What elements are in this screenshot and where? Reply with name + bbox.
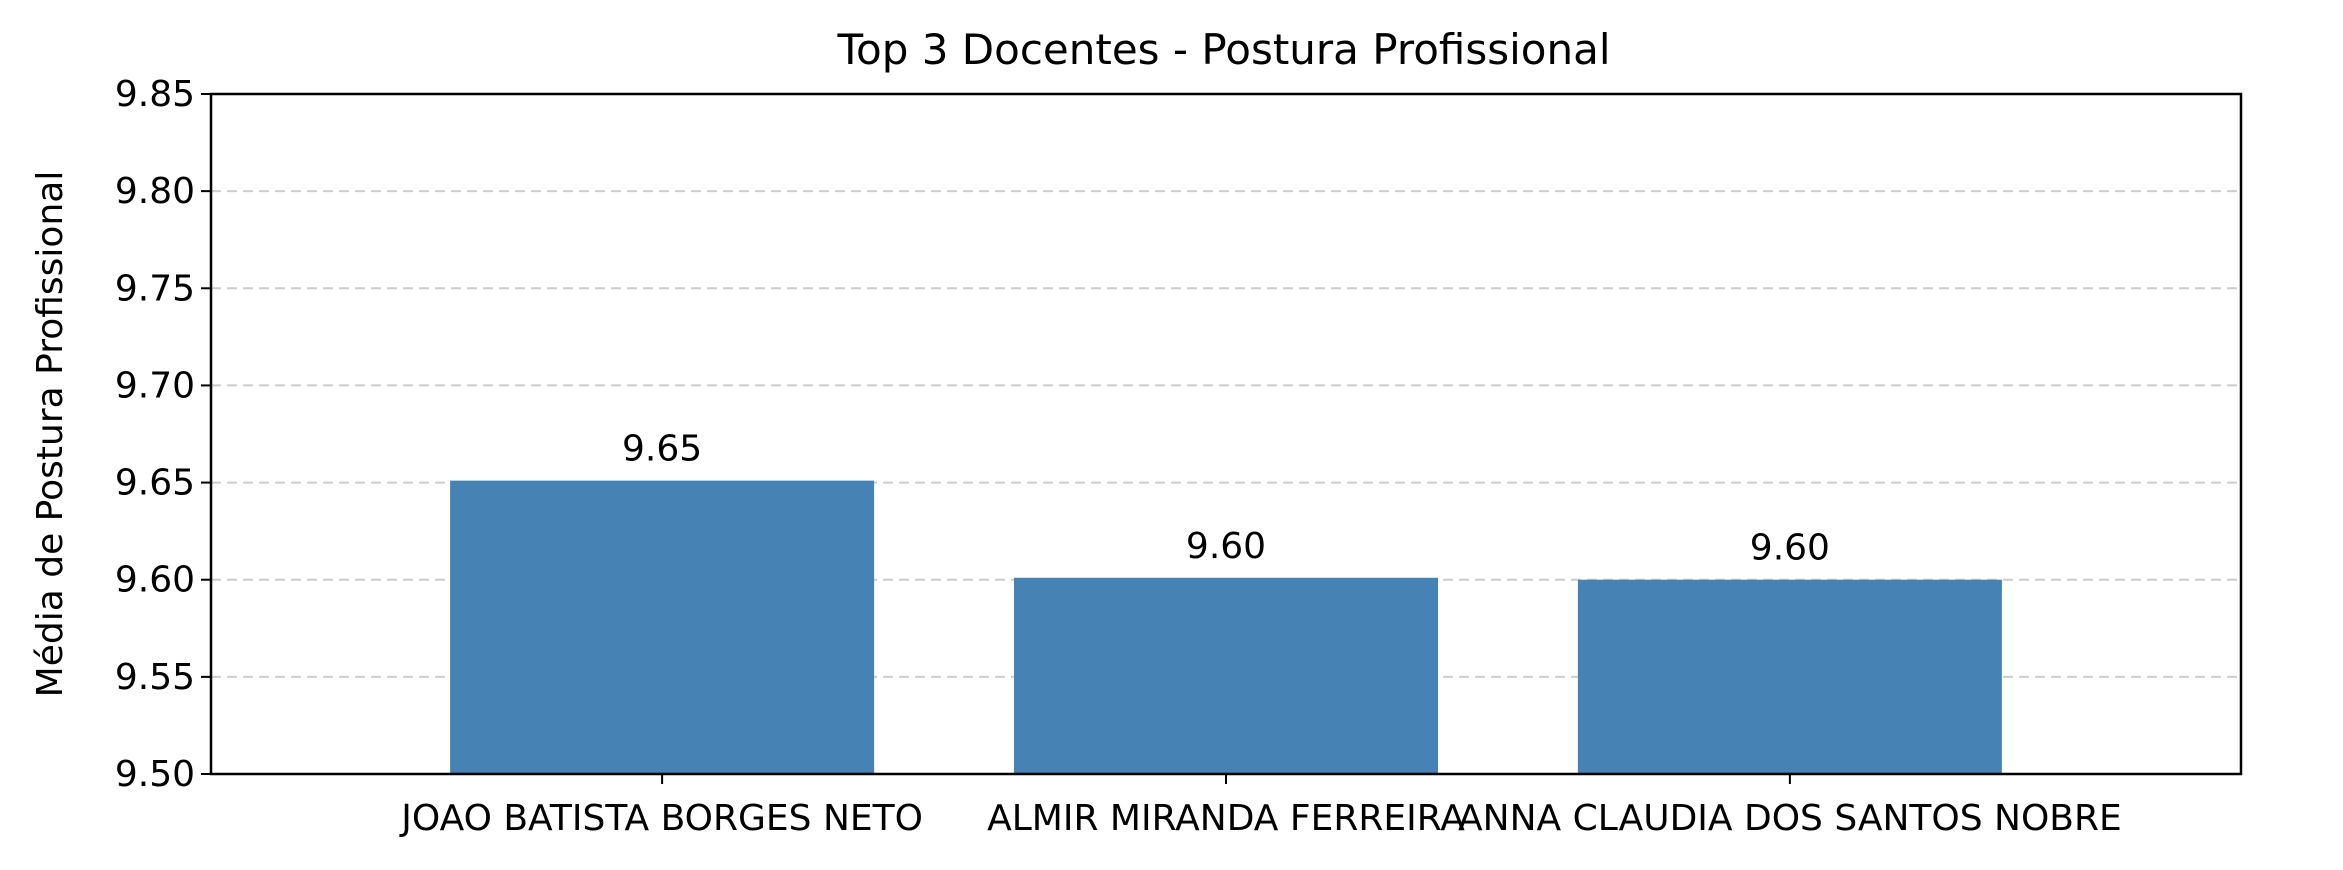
x-tick-label: ANNA CLAUDIA DOS SANTOS NOBRE <box>1458 798 2122 839</box>
bar <box>1577 579 2002 774</box>
y-tick-label: 9.50 <box>115 754 195 795</box>
y-tick-label: 9.75 <box>115 268 195 309</box>
bars <box>450 480 2002 774</box>
bar-value-label: 9.60 <box>1186 526 1266 567</box>
bar <box>450 480 875 774</box>
data-labels: 9.65 9.60 9.60 <box>622 429 1830 569</box>
x-tick-label: ALMIR MIRANDA FERREIRA <box>987 798 1465 839</box>
y-tick-label: 9.70 <box>115 365 195 406</box>
y-tick-label: 9.65 <box>115 463 195 504</box>
y-tick-label: 9.55 <box>115 657 195 698</box>
y-tick-label: 9.85 <box>115 74 195 115</box>
y-tick-label: 9.80 <box>115 171 195 212</box>
plot-frame <box>209 92 2243 776</box>
bar-value-label: 9.65 <box>622 429 702 470</box>
axes: 9.50 9.55 9.60 9.65 9.70 9.75 9.80 9.85 JOAO BAT… <box>115 74 2243 839</box>
x-tick-label: JOAO BATISTA BORGES NETO <box>399 798 923 839</box>
bar-value-label: 9.60 <box>1750 528 1830 569</box>
y-tick-label: 9.60 <box>115 560 195 601</box>
y-axis-label: Média de Postura Profissional <box>30 171 71 698</box>
bar <box>1014 577 1438 774</box>
chart-title: Top 3 Docentes - Postura Profissional <box>836 25 1610 74</box>
